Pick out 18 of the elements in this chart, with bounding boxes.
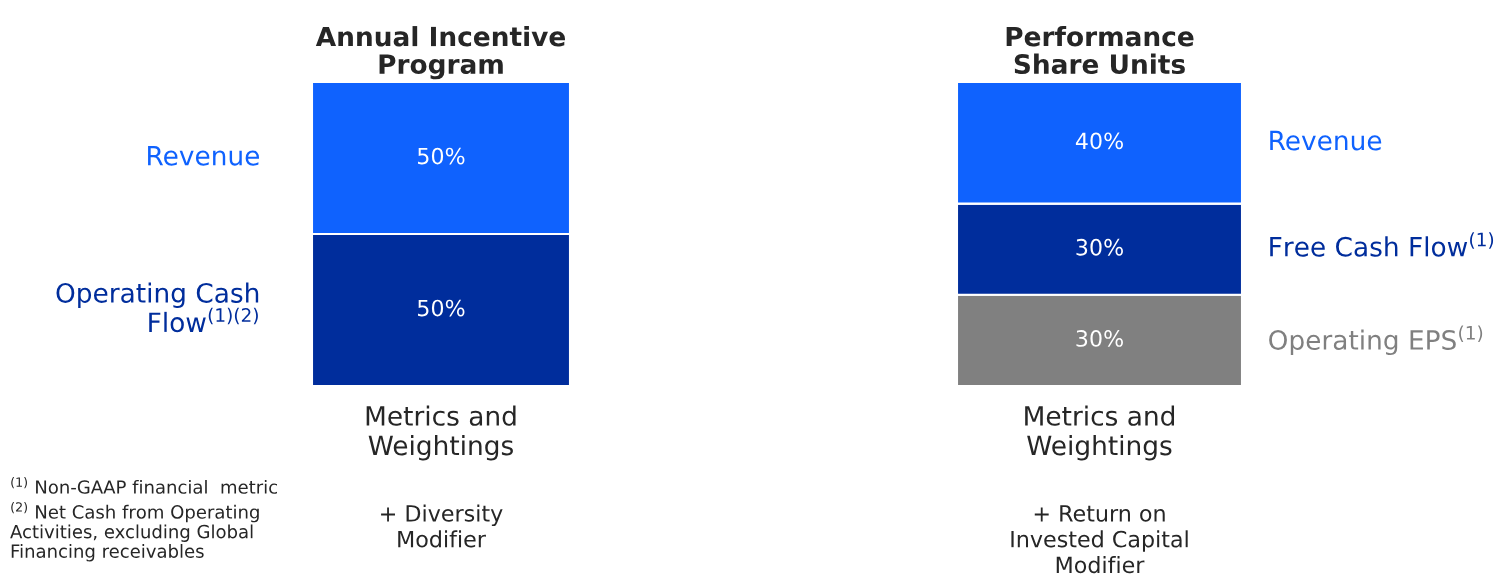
data-label: 50% — [418, 299, 465, 317]
data-label: 30% — [1076, 330, 1123, 347]
x-axis-title: Metrics and Weightings — [366, 405, 516, 461]
data-label: 30% — [1076, 238, 1123, 256]
x-axis-title: Metrics and Weightings — [1025, 405, 1175, 461]
text: Revenue — [148, 146, 259, 166]
data-label: 50% — [418, 147, 465, 165]
text: $^{(2)}$ Net Cash from Operating Activities, excluding Global Financing receivables — [10, 502, 259, 562]
series-label: Operating EPS$^{(1)}$ — [1269, 325, 1483, 356]
series-label: Revenue — [1270, 130, 1382, 151]
data-label: 40% — [1075, 132, 1123, 150]
text: $^{(1)}$ Non-GAAP financial metric — [11, 477, 277, 494]
text: Operating Cash Flow$^{(1)(2)}$ — [56, 282, 259, 333]
text: + Diversity Modifier — [381, 504, 503, 548]
text: + Return on Invested Capital Modifier — [1011, 505, 1188, 574]
chart-title: Annual Incentive Program — [315, 26, 565, 80]
chart-title: Performance Share Units — [1006, 26, 1194, 75]
series-label: Free Cash Flow$^{(1)}$ — [1270, 232, 1494, 257]
